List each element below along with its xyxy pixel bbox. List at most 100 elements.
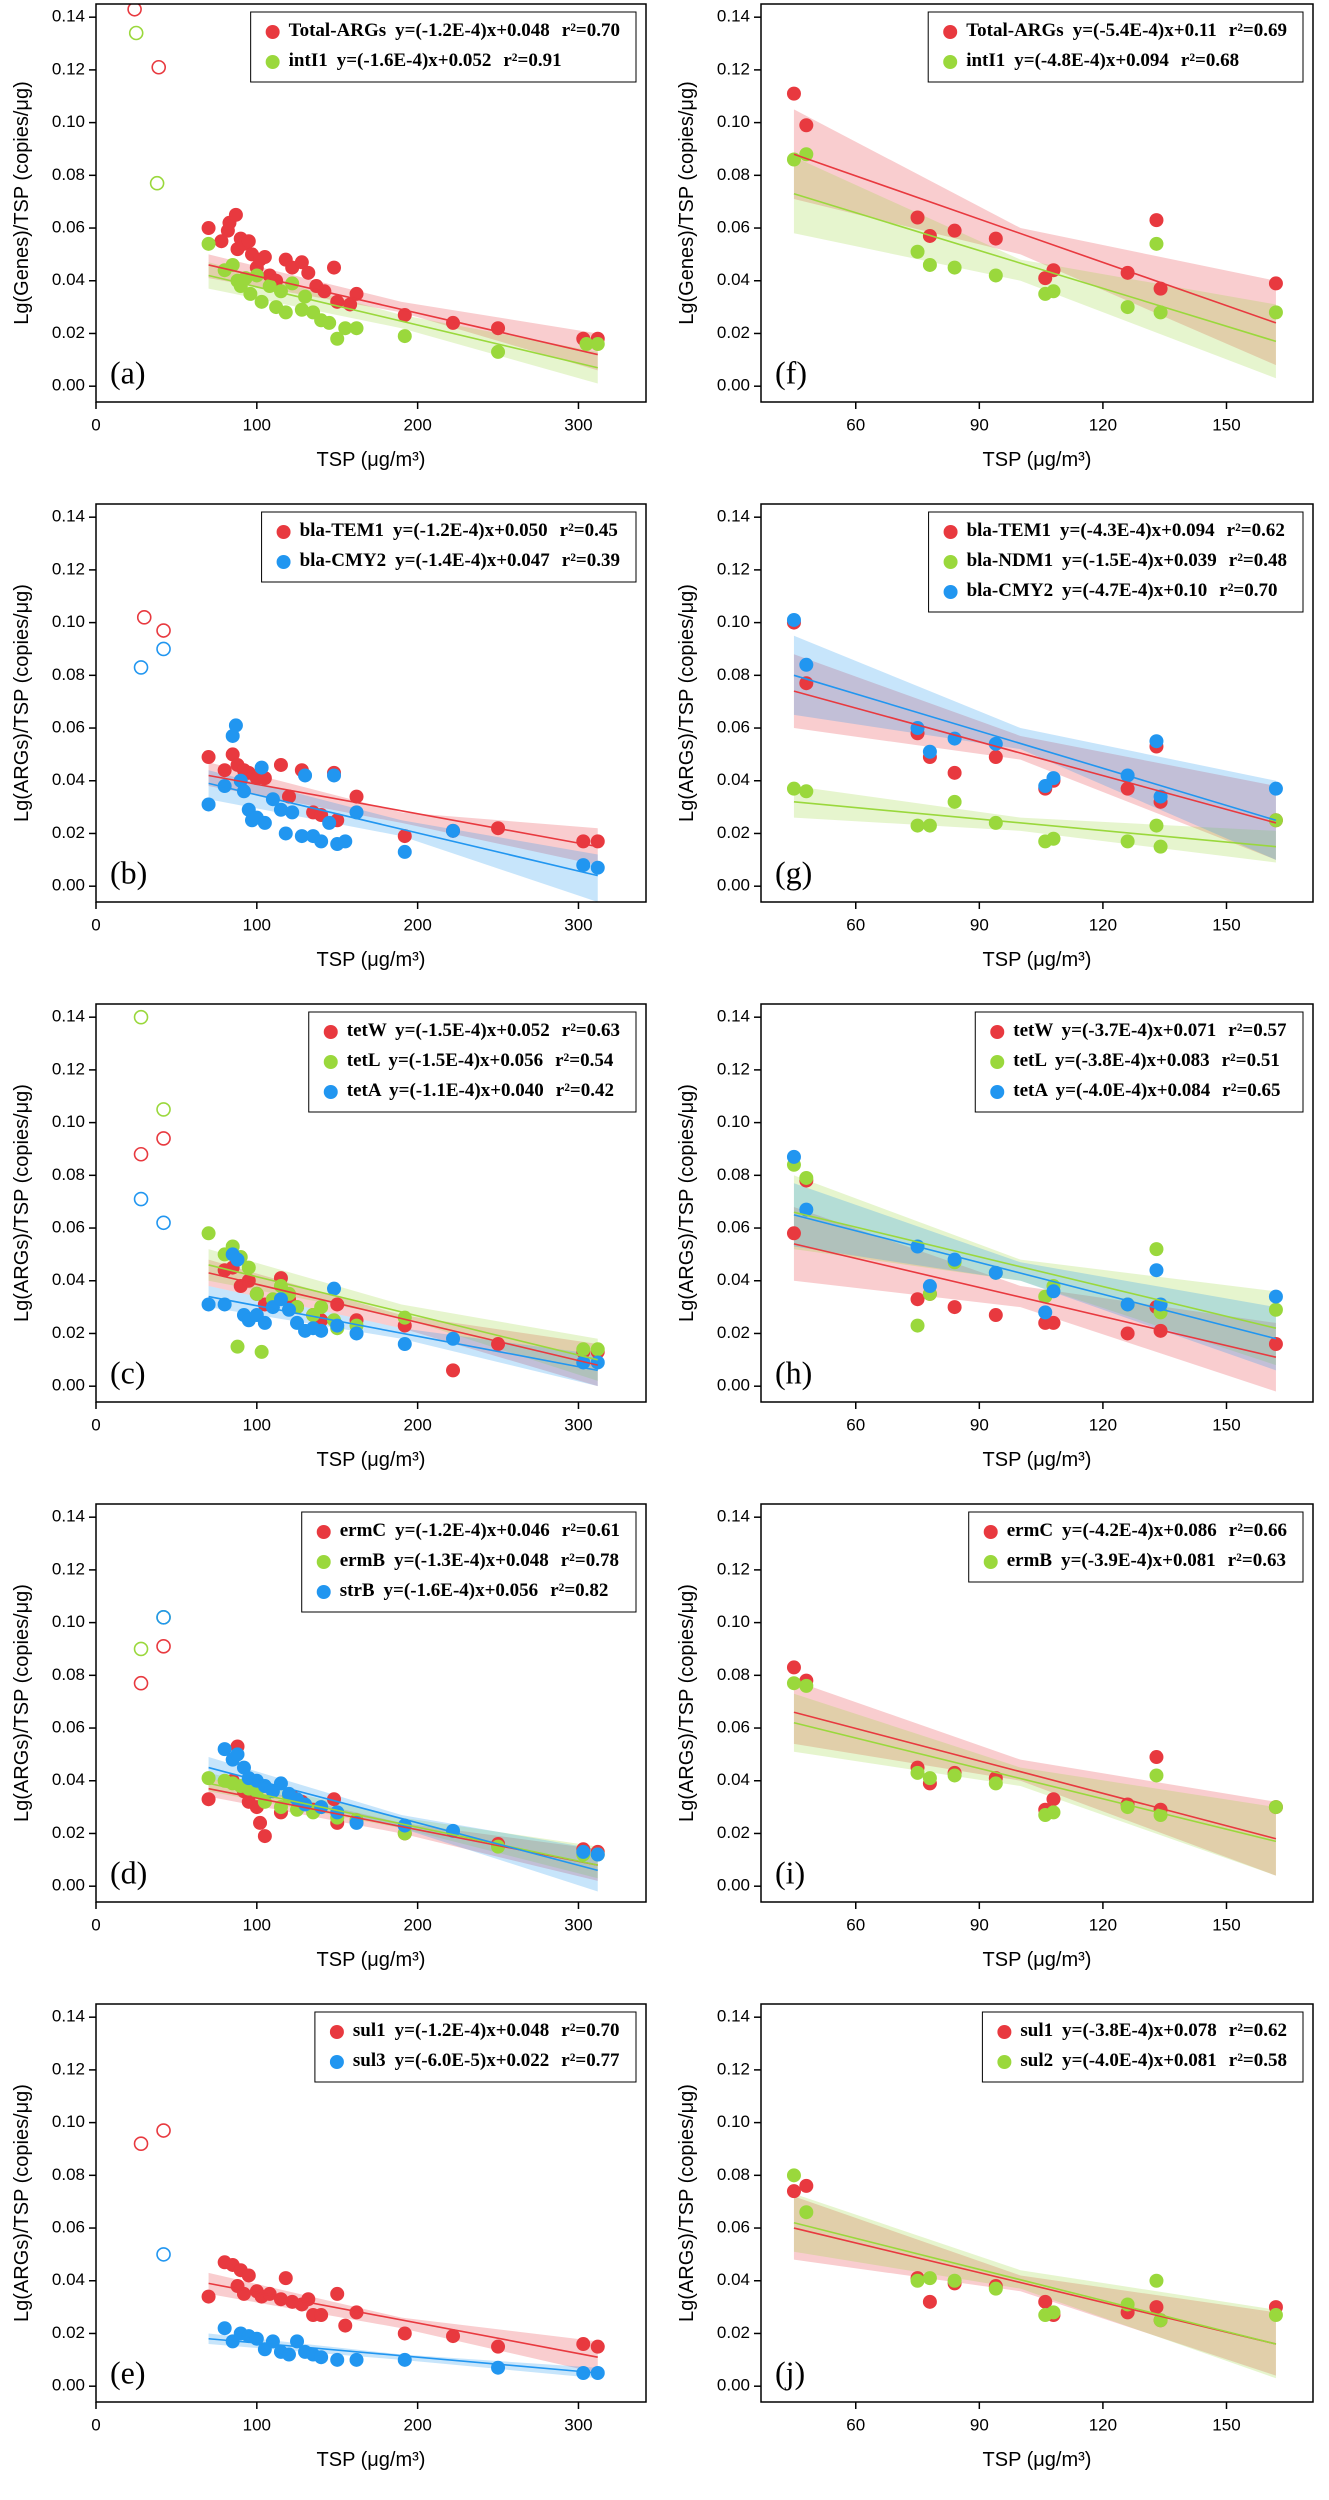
x-tick-label: 150 (1212, 415, 1240, 434)
y-axis-label: Lg(Genes)/TSP (copies/μg) (11, 81, 33, 324)
plot-area (786, 1660, 1283, 1876)
x-tick-label: 200 (403, 1415, 431, 1434)
legend: Total-ARGs y=(-5.4E-4)x+0.11 r²=0.69 intI1 y… (927, 11, 1304, 83)
data-point (327, 768, 342, 783)
data-point (590, 860, 605, 875)
legend-name: bla-NDM1 (967, 550, 1054, 571)
outlier-point (133, 1675, 149, 1691)
legend-entry: bla-NDM1 y=(-1.5E-4)x+0.039 r²=0.48 (967, 550, 1287, 571)
x-tick-label: 100 (243, 1915, 271, 1934)
x-tick-label: 100 (243, 415, 271, 434)
data-point (786, 1660, 801, 1675)
fit-line (208, 1766, 598, 1872)
y-tick-label: 0.12 (52, 59, 85, 78)
panel-label: (c) (110, 1354, 146, 1390)
legend-name: tetL (347, 1050, 380, 1071)
legend-r2: r²=0.57 (1228, 1020, 1287, 1041)
data-point (201, 1297, 216, 1312)
legend-marker (990, 1025, 1005, 1039)
data-point (446, 315, 461, 330)
data-point (330, 2352, 345, 2367)
data-point (1046, 771, 1061, 786)
data-point (349, 805, 364, 820)
y-tick-label: 0.10 (717, 2112, 750, 2131)
data-point (349, 321, 364, 336)
legend-r2: r²=0.54 (555, 1050, 614, 1071)
data-point (294, 302, 309, 317)
data-point (1149, 818, 1164, 833)
x-tick-label: 60 (846, 1915, 865, 1934)
data-point (576, 1342, 591, 1357)
data-point (1149, 1263, 1164, 1278)
legend-marker (943, 555, 958, 569)
legend-name: Total-ARGs (289, 20, 386, 41)
data-point (947, 260, 962, 275)
fit-line (208, 774, 598, 848)
data-point (1120, 300, 1135, 315)
panel: 0.00 0.02 0.04 0.06 0.08 0.10 0.12 0.14 0 100 200 3… (11, 1003, 647, 1471)
data-point (217, 763, 232, 778)
y-tick-label: 0.12 (717, 1559, 750, 1578)
data-point (1046, 1805, 1061, 1820)
plot-frame (760, 1503, 1314, 1903)
legend-r2: r²=0.82 (550, 1580, 608, 1601)
data-point (254, 760, 269, 775)
data-point (301, 2292, 316, 2307)
legend-name: tetA (347, 1080, 382, 1101)
y-tick-label: 0.08 (717, 165, 750, 184)
y-tick-label: 0.06 (717, 1718, 750, 1737)
data-point (1120, 1326, 1135, 1341)
fit-line (793, 153, 1277, 324)
data-point (201, 1771, 216, 1786)
y-tick-label: 0.14 (717, 1007, 750, 1026)
y-tick-label: 0.00 (717, 376, 750, 395)
outlier-point (133, 1641, 149, 1657)
y-tick-label: 0.00 (52, 1376, 85, 1395)
y-tick-label: 0.00 (717, 1376, 750, 1395)
legend-name: tetW (347, 1020, 387, 1041)
data-point (1120, 834, 1135, 849)
data-point (241, 234, 256, 249)
legend-marker (323, 1085, 338, 1099)
data-point (314, 2308, 329, 2323)
legend-equation: y=(-4.8E-4)x+0.094 (1014, 50, 1169, 71)
data-point (273, 757, 288, 772)
y-axis-label: Lg(ARGs)/TSP (copies/μg) (11, 1084, 33, 1322)
y-tick-label: 0.02 (717, 1323, 750, 1342)
data-point (230, 1339, 245, 1354)
legend: sul1 y=(-3.8E-4)x+0.078 r²=0.62 sul2 y=(-4.0… (981, 2011, 1304, 2083)
data-point (590, 1342, 605, 1357)
y-tick-label: 0.14 (52, 507, 85, 526)
plot-frame (95, 1503, 647, 1903)
outlier-point (156, 1610, 171, 1625)
data-point (298, 289, 313, 304)
panel-label: (f) (775, 354, 807, 390)
data-point (922, 2271, 937, 2286)
panel: 0.00 0.02 0.04 0.06 0.08 0.10 0.12 0.14 0 100 200 3… (11, 2003, 647, 2471)
data-point (988, 1308, 1003, 1323)
outlier-point (156, 1102, 171, 1117)
data-point (988, 750, 1003, 765)
y-tick-label: 0.12 (717, 59, 750, 78)
legend-entry: bla-TEM1 y=(-4.3E-4)x+0.094 r²=0.62 (967, 520, 1285, 541)
y-tick-label: 0.08 (52, 165, 85, 184)
data-point (1268, 1289, 1283, 1304)
legend-equation: y=(-1.1E-4)x+0.040 (389, 1080, 544, 1101)
data-point (988, 2281, 1003, 2296)
y-tick-label: 0.10 (717, 1112, 750, 1131)
legend-r2: r²=0.62 (1227, 520, 1285, 541)
data-point (1149, 1242, 1164, 1257)
legend-entry: strB y=(-1.6E-4)x+0.056 r²=0.82 (340, 1580, 609, 1601)
data-point (799, 2205, 814, 2220)
data-point (349, 2305, 364, 2320)
y-tick-label: 0.02 (52, 2323, 85, 2342)
data-point (225, 728, 240, 743)
legend-r2: r²=0.63 (1228, 1550, 1286, 1571)
data-point (1149, 1768, 1164, 1783)
legend-box (301, 1511, 637, 1613)
y-tick-label: 0.12 (52, 559, 85, 578)
legend-equation: y=(-4.7E-4)x+0.10 (1062, 580, 1207, 601)
data-point (338, 834, 353, 849)
y-axis-label: Lg(ARGs)/TSP (copies/μg) (676, 1084, 698, 1322)
